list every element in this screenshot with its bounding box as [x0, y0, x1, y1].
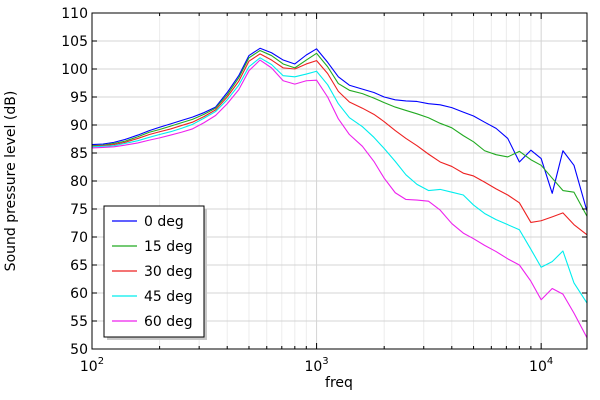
x-tick-label: 102 — [80, 356, 104, 375]
legend-label: 60 deg — [144, 314, 193, 330]
legend-label: 30 deg — [144, 264, 193, 280]
x-tick-label: 104 — [529, 356, 553, 375]
series-lines — [91, 47, 588, 339]
legend-label: 45 deg — [144, 289, 193, 305]
series-line — [91, 57, 588, 304]
y-tick-label: 90 — [70, 118, 88, 134]
y-tick-label: 60 — [70, 286, 88, 302]
legend-label: 15 deg — [144, 239, 193, 255]
legend-label: 0 deg — [144, 214, 184, 230]
x-axis-ticks: 102 103 104 — [80, 13, 553, 375]
y-tick-label: 65 — [70, 258, 88, 274]
series-line — [91, 59, 588, 339]
y-tick-label: 50 — [70, 342, 88, 358]
x-tick-label: 103 — [304, 356, 328, 375]
y-tick-label: 85 — [70, 146, 88, 162]
grid — [92, 13, 587, 349]
y-tick-label: 95 — [70, 90, 88, 106]
y-tick-label: 80 — [70, 174, 88, 190]
y-tick-label: 110 — [61, 6, 88, 22]
series-line — [91, 47, 588, 212]
y-tick-label: 100 — [61, 62, 88, 78]
series-line — [91, 49, 588, 217]
series-line — [91, 53, 588, 236]
y-tick-label: 55 — [70, 314, 88, 330]
y-axis-ticks: 50 55 60 65 70 75 80 85 90 95 100 105 110 — [61, 6, 587, 358]
y-tick-label: 70 — [70, 230, 88, 246]
y-tick-label: 105 — [61, 34, 88, 50]
x-axis-label: freq — [325, 375, 353, 391]
y-tick-label: 75 — [70, 202, 88, 218]
legend: 0 deg 15 deg 30 deg 45 deg 60 deg — [103, 205, 207, 340]
y-axis-label: Sound pressure level (dB) — [3, 91, 19, 272]
